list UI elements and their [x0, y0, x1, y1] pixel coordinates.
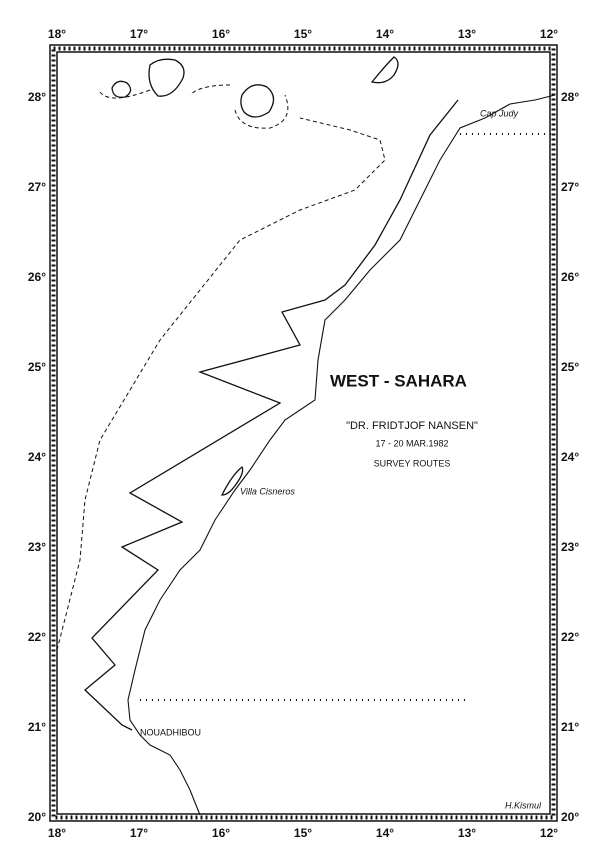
lon-label: 18°	[48, 27, 66, 41]
lon-label: 13°	[458, 826, 476, 840]
islands	[111, 56, 399, 496]
author: H.Kismul	[505, 800, 542, 810]
lat-label: 24°	[561, 450, 579, 464]
lat-label: 26°	[561, 270, 579, 284]
coastline	[127, 94, 556, 816]
lat-label: 22°	[28, 630, 46, 644]
lat-label: 23°	[561, 540, 579, 554]
lon-label: 17°	[130, 826, 148, 840]
place-label: Villa Cisneros	[240, 486, 295, 496]
lat-label: 21°	[561, 720, 579, 734]
border-lines	[140, 133, 553, 701]
lat-label: 20°	[28, 810, 46, 824]
lat-label: 21°	[28, 720, 46, 734]
lon-label: 12°	[540, 826, 558, 840]
lon-label: 15°	[294, 826, 312, 840]
lon-label: 16°	[212, 27, 230, 41]
lon-label: 13°	[458, 27, 476, 41]
lat-label: 28°	[28, 90, 46, 104]
lon-label: 18°	[48, 826, 66, 840]
lon-label: 14°	[376, 27, 394, 41]
place-label: NOUADHIBOU	[140, 727, 201, 737]
lat-label: 23°	[28, 540, 46, 554]
depth-contour	[56, 84, 386, 651]
lat-label: 20°	[561, 810, 579, 824]
vessel: "DR. FRIDTJOF NANSEN"	[346, 420, 478, 432]
lat-label: 25°	[561, 360, 579, 374]
lat-label: 22°	[561, 630, 579, 644]
dates: 17 - 20 MAR.1982	[375, 438, 448, 448]
survey-route	[84, 99, 459, 731]
lon-label: 16°	[212, 826, 230, 840]
lon-label: 17°	[130, 27, 148, 41]
lat-label: 25°	[28, 360, 46, 374]
lon-label: 14°	[376, 826, 394, 840]
lat-label: 28°	[561, 90, 579, 104]
lat-label: 27°	[561, 180, 579, 194]
lon-label: 12°	[540, 27, 558, 41]
lat-label: 24°	[28, 450, 46, 464]
subtitle: SURVEY ROUTES	[374, 458, 451, 468]
lat-label: 27°	[28, 180, 46, 194]
place-label: Cap Judy	[480, 108, 519, 118]
lat-label: 26°	[28, 270, 46, 284]
map-title: WEST - SAHARA	[330, 371, 467, 390]
lon-label: 15°	[294, 27, 312, 41]
frame	[49, 44, 558, 822]
